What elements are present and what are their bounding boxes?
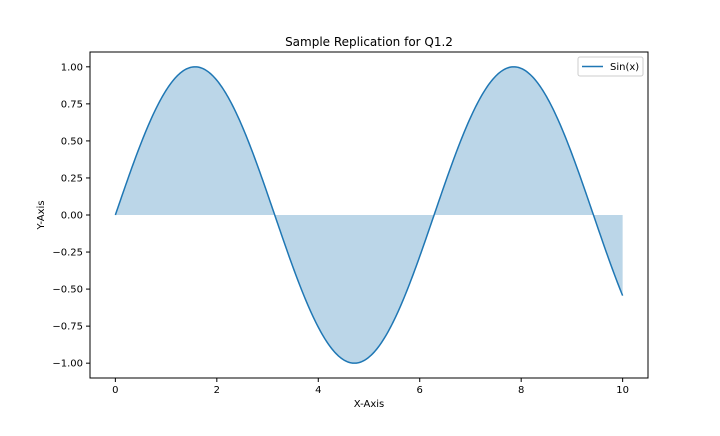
y-tick-label: 0.50 xyxy=(61,136,83,147)
chart-title: Sample Replication for Q1.2 xyxy=(285,35,453,49)
tick-layer: 0 2 4 6 8 10 1.00 0.75 0.50 0.25 0.00 −0.25 −0.50 −0.… xyxy=(52,62,629,396)
legend: Sin(x) xyxy=(577,56,644,77)
y-tick-label: −0.50 xyxy=(52,285,83,296)
series-line-0 xyxy=(114,66,624,364)
x-axis-title: X-Axis xyxy=(354,399,385,410)
y-tick-label: 0.75 xyxy=(61,99,83,110)
y-tick-label: −1.00 xyxy=(52,359,83,370)
x-tick-label: 2 xyxy=(214,385,220,396)
y-tick-label: −0.25 xyxy=(52,248,83,259)
y-tick-label: −0.75 xyxy=(52,322,83,333)
x-tick-label: 0 xyxy=(112,385,118,396)
x-tick-label: 6 xyxy=(417,385,423,396)
y-axis-title: Y-Axis xyxy=(36,200,47,230)
legend-label: Sin(x) xyxy=(610,62,639,73)
x-tick-label: 10 xyxy=(616,385,629,396)
plot-layer xyxy=(114,66,624,364)
y-tick-label: 0.00 xyxy=(61,211,83,222)
x-tick-label: 4 xyxy=(315,385,321,396)
y-tick-label: 0.25 xyxy=(61,173,83,184)
y-tick-label: 1.00 xyxy=(61,62,83,73)
legend-frame xyxy=(577,56,644,77)
x-tick-label: 8 xyxy=(518,385,524,396)
series-fill-0 xyxy=(115,66,623,364)
